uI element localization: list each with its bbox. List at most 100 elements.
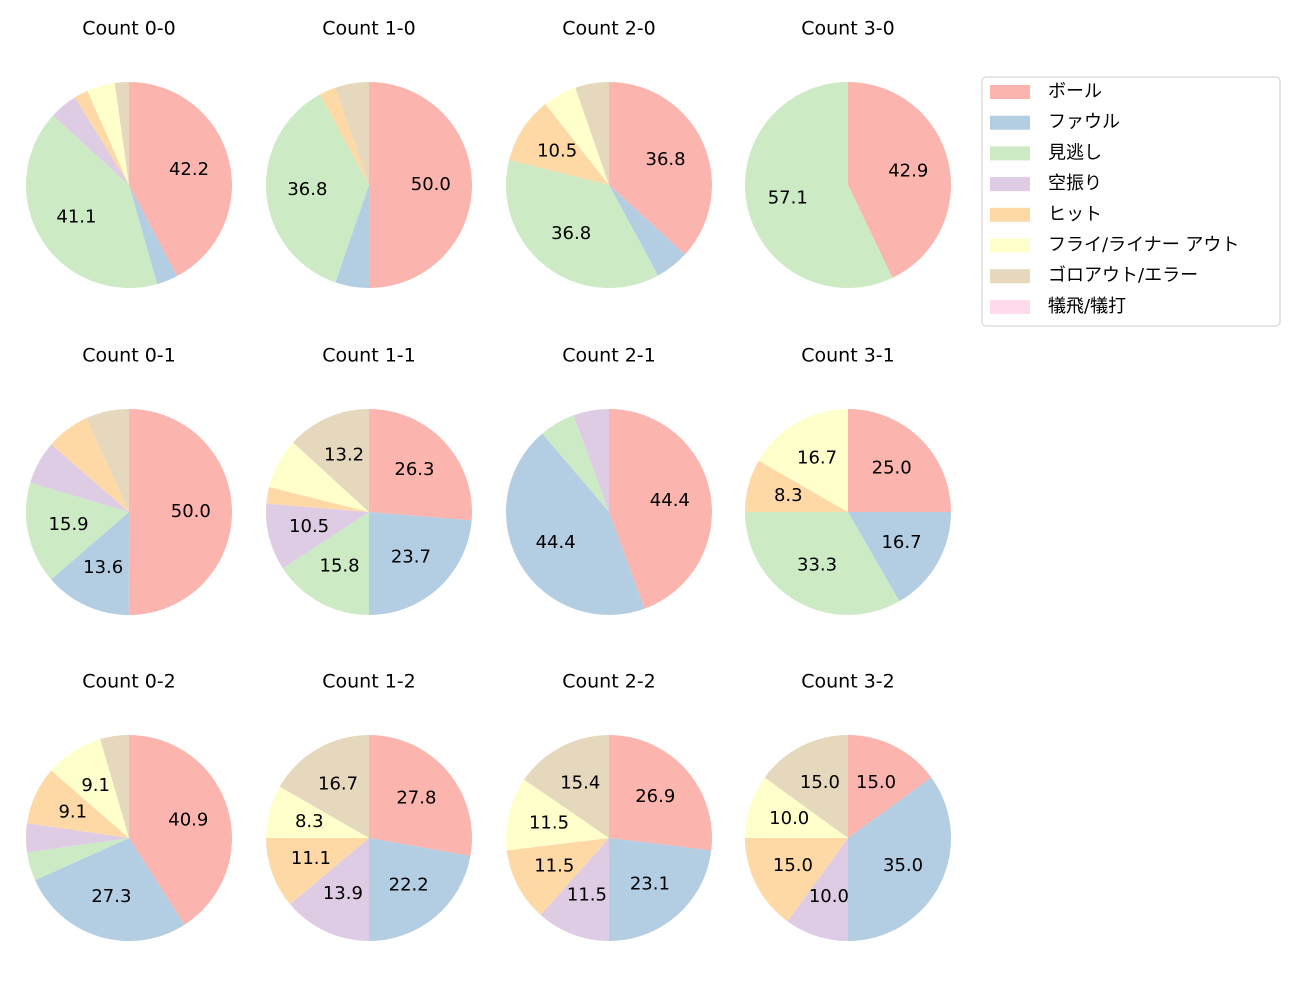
slice-label: 15.0 bbox=[800, 772, 840, 793]
slice-label: 15.8 bbox=[320, 555, 360, 576]
pie-slice bbox=[266, 487, 369, 512]
legend-swatch bbox=[990, 299, 1030, 314]
legend-label: フライ/ライナー アウト bbox=[1048, 235, 1239, 256]
slice-label: 16.7 bbox=[318, 774, 358, 795]
pie-slice bbox=[129, 82, 232, 277]
slice-label: 11.5 bbox=[567, 885, 607, 906]
slice-label: 26.3 bbox=[394, 459, 434, 480]
pie-slice bbox=[369, 409, 472, 521]
legend-swatch bbox=[990, 177, 1030, 192]
slice-label: 9.1 bbox=[58, 801, 87, 822]
slice-label: 10.0 bbox=[809, 886, 849, 907]
chart-title: Count 3-0 bbox=[801, 18, 895, 40]
pie-slice bbox=[506, 838, 609, 915]
slice-label: 33.3 bbox=[797, 554, 837, 575]
pie-slice bbox=[506, 433, 645, 615]
slice-label: 8.3 bbox=[774, 485, 803, 506]
pie-slice bbox=[51, 418, 129, 512]
pie-slice bbox=[540, 838, 609, 941]
legend-swatch bbox=[990, 238, 1030, 253]
pie-slice bbox=[269, 442, 369, 512]
slice-label: 8.3 bbox=[295, 811, 324, 832]
chart-title: Count 1-0 bbox=[322, 18, 416, 40]
slice-label: 26.9 bbox=[635, 786, 675, 807]
slice-label: 57.1 bbox=[768, 188, 808, 209]
slice-label: 13.2 bbox=[324, 444, 364, 465]
legend-label: 犠飛/犠打 bbox=[1048, 296, 1126, 317]
pie-slice bbox=[848, 409, 951, 512]
pie-slice bbox=[369, 838, 471, 941]
pie-slice bbox=[745, 460, 848, 512]
slice-label: 23.1 bbox=[630, 873, 670, 894]
pie-slice bbox=[545, 87, 609, 185]
pie-slice bbox=[266, 838, 369, 905]
slice-label: 44.4 bbox=[536, 532, 576, 553]
pie-slice bbox=[758, 409, 848, 512]
pie-slice bbox=[369, 82, 472, 288]
pie-slice bbox=[51, 739, 129, 838]
pie-slice bbox=[745, 82, 893, 288]
slice-label: 15.9 bbox=[49, 514, 89, 535]
legend-swatch bbox=[990, 146, 1030, 161]
pie-slice bbox=[266, 94, 369, 283]
pie-slice bbox=[30, 444, 129, 512]
pie-slice bbox=[282, 512, 369, 615]
pie-slice bbox=[290, 838, 369, 941]
legend-label: ボール bbox=[1048, 81, 1102, 102]
pie-slice bbox=[335, 82, 369, 185]
pie-slice bbox=[27, 770, 130, 838]
pie-slice bbox=[114, 82, 129, 185]
legend-swatch bbox=[990, 85, 1030, 99]
pie-slice bbox=[575, 82, 609, 185]
slice-label: 15.0 bbox=[856, 772, 896, 793]
pie-slice bbox=[100, 735, 129, 838]
pie-slice bbox=[25, 115, 158, 288]
legend-swatch bbox=[990, 269, 1030, 284]
pie-slice bbox=[573, 409, 609, 512]
legend-label: 見逃し bbox=[1048, 142, 1102, 163]
pie-slice bbox=[506, 160, 659, 289]
pie-slice bbox=[51, 512, 130, 615]
slice-label: 42.9 bbox=[888, 160, 928, 181]
slice-label: 15.4 bbox=[560, 772, 600, 793]
pie-slice bbox=[25, 482, 129, 580]
pie-slice bbox=[609, 735, 712, 851]
pie-slice bbox=[524, 735, 609, 838]
pie-slice bbox=[609, 409, 712, 609]
slice-label: 11.5 bbox=[534, 856, 574, 877]
pie-slice bbox=[848, 82, 952, 278]
slice-label: 44.4 bbox=[650, 490, 690, 511]
chart-title: Count 3-1 bbox=[801, 345, 895, 367]
chart-title: Count 1-1 bbox=[322, 345, 416, 367]
pie-slice bbox=[745, 777, 848, 838]
slice-label: 13.9 bbox=[323, 883, 363, 904]
pie-slice bbox=[506, 779, 609, 851]
slice-label: 40.9 bbox=[168, 810, 208, 831]
pie-slice bbox=[27, 838, 129, 881]
pie-slice bbox=[787, 838, 848, 941]
legend-label: 空振り bbox=[1048, 173, 1102, 194]
legend-box bbox=[981, 76, 1281, 327]
slice-label: 11.5 bbox=[529, 812, 569, 833]
pie-slice bbox=[369, 735, 472, 857]
pie-slice bbox=[369, 512, 472, 615]
pie-slice bbox=[266, 503, 369, 569]
pie-slice bbox=[279, 735, 369, 838]
pie-slice bbox=[86, 409, 129, 512]
pie-slice bbox=[335, 185, 369, 288]
legend-label: ヒット bbox=[1048, 204, 1102, 225]
pie-slice bbox=[848, 512, 951, 602]
chart-title: Count 2-1 bbox=[562, 345, 656, 367]
slice-label: 27.3 bbox=[91, 886, 131, 907]
slice-label: 16.7 bbox=[797, 448, 837, 469]
slice-label: 16.7 bbox=[881, 532, 921, 553]
pie-slice bbox=[848, 777, 951, 941]
pie-slice bbox=[35, 838, 185, 941]
chart-title: Count 3-2 bbox=[801, 671, 895, 693]
pie-slice bbox=[745, 838, 848, 922]
chart-title: Count 2-0 bbox=[562, 18, 656, 40]
slice-label: 13.6 bbox=[83, 557, 123, 578]
slice-label: 11.1 bbox=[291, 848, 331, 869]
pie-slice bbox=[609, 185, 685, 276]
pie-slice bbox=[509, 104, 609, 185]
